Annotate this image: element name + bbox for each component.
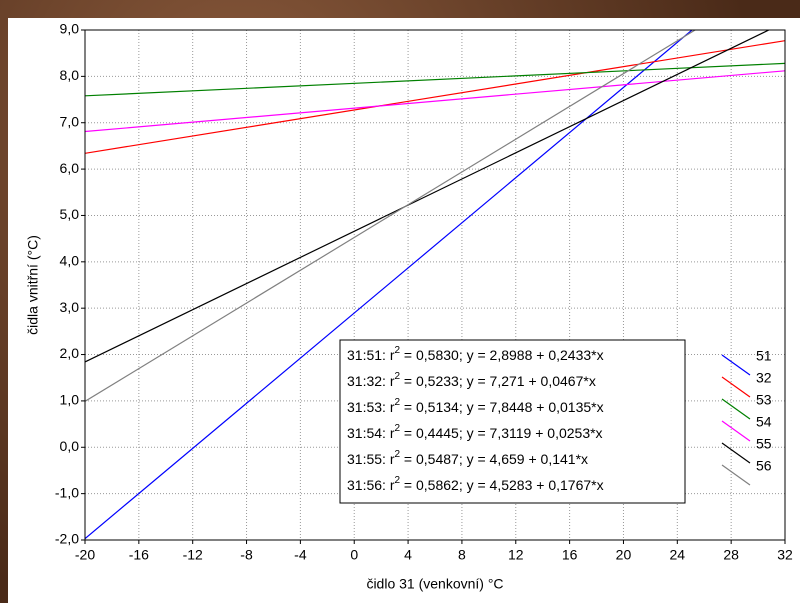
x-tick-label: 8 [458,547,466,563]
x-tick-label: -16 [129,547,149,563]
chart: čidlo 31 (venkovní) °C čidla vnitřní (°C… [0,0,800,603]
legend-label: 55 [756,436,772,452]
annotation-rest: = 0,5830; y = 2,8988 + 0,2433*x [400,347,604,363]
y-tick-label: 5,0 [60,206,80,222]
annotation: 31:56: r2 = 0,5862; y = 4,5283 + 0,1767*… [347,475,604,493]
annotation-rest: = 0,4445; y = 7,3119 + 0,0253*x [400,425,603,441]
legend-label: 54 [756,414,772,430]
annotation-prefix: 31:56: r [347,477,395,493]
annotation-prefix: 31:55: r [347,451,395,467]
x-tick-label: 4 [404,547,412,563]
y-tick-label: 8,0 [60,67,80,83]
x-tick-label: -4 [294,547,307,563]
annotation: 31:53: r2 = 0,5134; y = 7,8448 + 0,0135*… [347,397,604,415]
annotation: 31:55: r2 = 0,5487; y = 4,659 + 0,141*x [347,449,588,467]
y-tick-label: -1,0 [55,484,79,500]
annotation-prefix: 31:53: r [347,399,395,415]
x-tick-label: -12 [183,547,203,563]
x-tick-label: 12 [508,547,524,563]
x-axis-label: čidlo 31 (venkovní) °C [366,576,503,592]
y-axis-label: čidla vnitřní (°C) [25,235,41,335]
x-tick-label: -20 [75,547,95,563]
annotation-rest: = 0,5487; y = 4,659 + 0,141*x [400,451,588,467]
annotation: 31:54: r2 = 0,4445; y = 7,3119 + 0,0253*… [347,423,603,441]
y-tick-label: 4,0 [60,253,80,269]
y-tick-label: 6,0 [60,160,80,176]
annotation-prefix: 31:32: r [347,373,395,389]
annotation: 31:32: r2 = 0,5233; y = 7,271 + 0,0467*x [347,371,596,389]
legend-label: 56 [756,458,772,474]
annotation-prefix: 31:51: r [347,347,395,363]
y-tick-label: 7,0 [60,113,80,129]
x-tick-label: 32 [777,547,793,563]
annotation-rest: = 0,5233; y = 7,271 + 0,0467*x [400,373,596,389]
x-tick-label: 28 [723,547,739,563]
y-tick-label: -2,0 [55,531,79,547]
y-tick-label: 2,0 [60,345,80,361]
x-tick-label: 24 [670,547,686,563]
y-tick-label: 3,0 [60,299,80,315]
x-tick-label: 16 [562,547,578,563]
y-tick-label: 9,0 [60,21,80,37]
annotation-rest: = 0,5134; y = 7,8448 + 0,0135*x [400,399,604,415]
annotation-prefix: 31:54: r [347,425,395,441]
legend-label: 53 [756,392,772,408]
x-tick-label: 20 [616,547,632,563]
y-tick-label: 1,0 [60,392,80,408]
annotation: 31:51: r2 = 0,5830; y = 2,8988 + 0,2433*… [347,345,604,363]
x-tick-label: -8 [240,547,253,563]
chart-background [8,18,800,603]
legend-label: 32 [756,370,772,386]
annotation-rest: = 0,5862; y = 4,5283 + 0,1767*x [400,477,604,493]
x-tick-label: 0 [350,547,358,563]
legend-label: 51 [756,348,772,364]
y-tick-label: 0,0 [60,438,80,454]
